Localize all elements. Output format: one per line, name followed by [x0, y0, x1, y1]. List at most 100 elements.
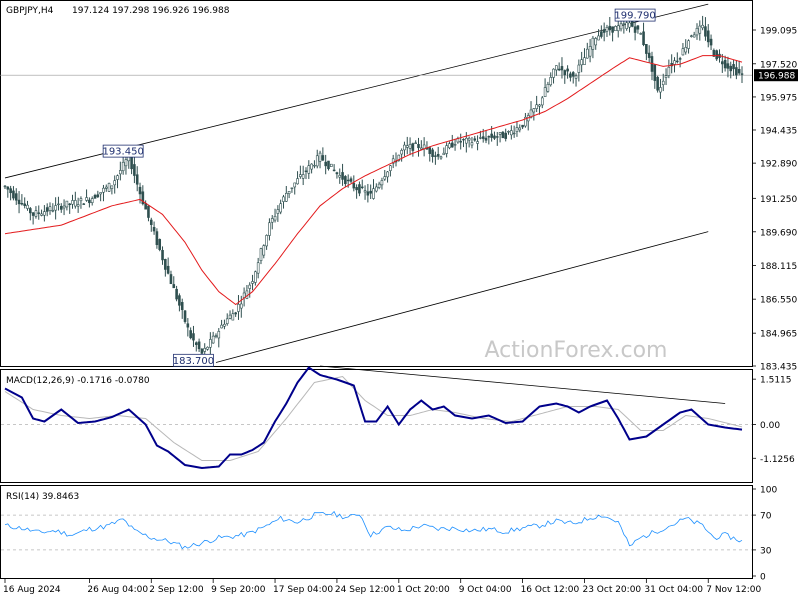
candle-body	[448, 143, 451, 149]
x-tick-label: 26 Aug 04:00	[87, 585, 148, 595]
x-tick-label: 17 Sep 04:00	[273, 585, 333, 595]
candle-body	[535, 104, 538, 109]
candle-body	[411, 143, 415, 151]
candle-body	[192, 333, 195, 341]
candle-body	[684, 47, 688, 53]
candle-body	[366, 191, 370, 196]
price-y-tick-label: 189.690	[760, 228, 797, 238]
candle-body	[121, 161, 125, 172]
candle-body	[158, 239, 162, 250]
candle-body	[299, 174, 302, 177]
candle-body	[585, 48, 589, 59]
candle-body	[479, 137, 482, 139]
macd-title: MACD(12,26,9) -0.1716 -0.0780	[6, 376, 150, 386]
candle-body	[74, 200, 77, 207]
candle-body	[270, 218, 274, 223]
candle-body	[721, 61, 724, 65]
candle-body	[723, 59, 727, 69]
candle-body	[611, 26, 614, 33]
rsi-y-tick-label: 70	[760, 512, 772, 522]
candle-body	[453, 144, 457, 146]
candle-body	[34, 210, 38, 217]
candle-body	[197, 341, 201, 350]
candle-body	[164, 259, 167, 270]
candle-body	[470, 142, 474, 146]
candle-body	[17, 199, 21, 205]
candle-body	[155, 231, 159, 246]
candle-body	[324, 161, 327, 167]
candle-body	[313, 164, 316, 167]
candle-body	[540, 97, 544, 106]
candle-body	[597, 35, 600, 41]
macd-panel-border	[0, 369, 753, 483]
x-tick-label: 16 Oct 12:00	[521, 585, 580, 595]
candle-body	[737, 68, 741, 74]
candle-body	[48, 206, 52, 211]
candle-body	[560, 66, 564, 71]
candle-body	[715, 50, 718, 60]
candle-body	[85, 197, 88, 201]
candle-body	[712, 49, 716, 57]
candle-body	[571, 72, 575, 77]
candle-body	[645, 44, 648, 54]
rsi-y-tick-label: 0	[760, 573, 766, 583]
candle-body	[355, 187, 358, 191]
candle-body	[602, 29, 606, 33]
candle-body	[130, 156, 133, 170]
candle-body	[436, 153, 440, 157]
candle-body	[735, 67, 738, 76]
candle-body	[327, 160, 330, 170]
candle-body	[279, 203, 282, 213]
candle-body	[265, 235, 268, 247]
candle-body	[619, 23, 623, 30]
candle-body	[124, 159, 128, 167]
candle-body	[408, 144, 412, 149]
candle-body	[40, 213, 43, 216]
candle-body	[476, 141, 479, 144]
candle-body	[54, 205, 57, 211]
candle-body	[664, 75, 668, 78]
candle-body	[119, 170, 122, 175]
price-panel: 199.790 193.450 183.700	[0, 3, 752, 367]
candle-body	[434, 155, 437, 157]
candle-body	[133, 164, 136, 176]
candle-body	[473, 138, 477, 141]
candle-body	[701, 24, 704, 29]
price-y-tick-label: 195.975	[760, 93, 797, 103]
candle-body	[268, 222, 271, 236]
candle-body	[282, 196, 285, 202]
rsi-title: RSI(14) 39.8463	[6, 492, 79, 502]
candle-body	[639, 33, 643, 35]
candle-body	[538, 104, 541, 107]
candle-body	[330, 163, 333, 167]
candle-body	[555, 65, 558, 71]
macd-trendline	[320, 365, 726, 404]
candle-body	[521, 124, 524, 128]
watermark: ActionForex.com	[485, 338, 668, 363]
candle-body	[495, 136, 499, 138]
x-tick-label: 7 Nov 12:00	[706, 585, 761, 595]
price-y-tick-label: 197.520	[760, 60, 797, 70]
candle-body	[524, 116, 527, 127]
candle-body	[335, 172, 339, 175]
candle-body	[549, 77, 553, 86]
candle-body	[588, 46, 592, 57]
candle-body	[234, 312, 237, 315]
candle-body	[220, 324, 223, 329]
candle-body	[262, 245, 266, 256]
candle-body	[287, 191, 291, 195]
candle-body	[532, 108, 536, 113]
candle-body	[214, 335, 218, 337]
candle-body	[625, 22, 628, 29]
candle-body	[341, 172, 344, 180]
candle-body	[557, 68, 561, 71]
candle-body	[237, 304, 240, 312]
price-y-tick-label: 194.435	[760, 126, 797, 136]
candle-body	[310, 163, 313, 170]
candle-body	[116, 175, 119, 180]
rsi-y-tick-label: 30	[760, 546, 772, 556]
candle-body	[45, 207, 49, 212]
candle-body	[189, 330, 192, 339]
candle-body	[29, 208, 32, 214]
candle-body	[546, 83, 550, 92]
